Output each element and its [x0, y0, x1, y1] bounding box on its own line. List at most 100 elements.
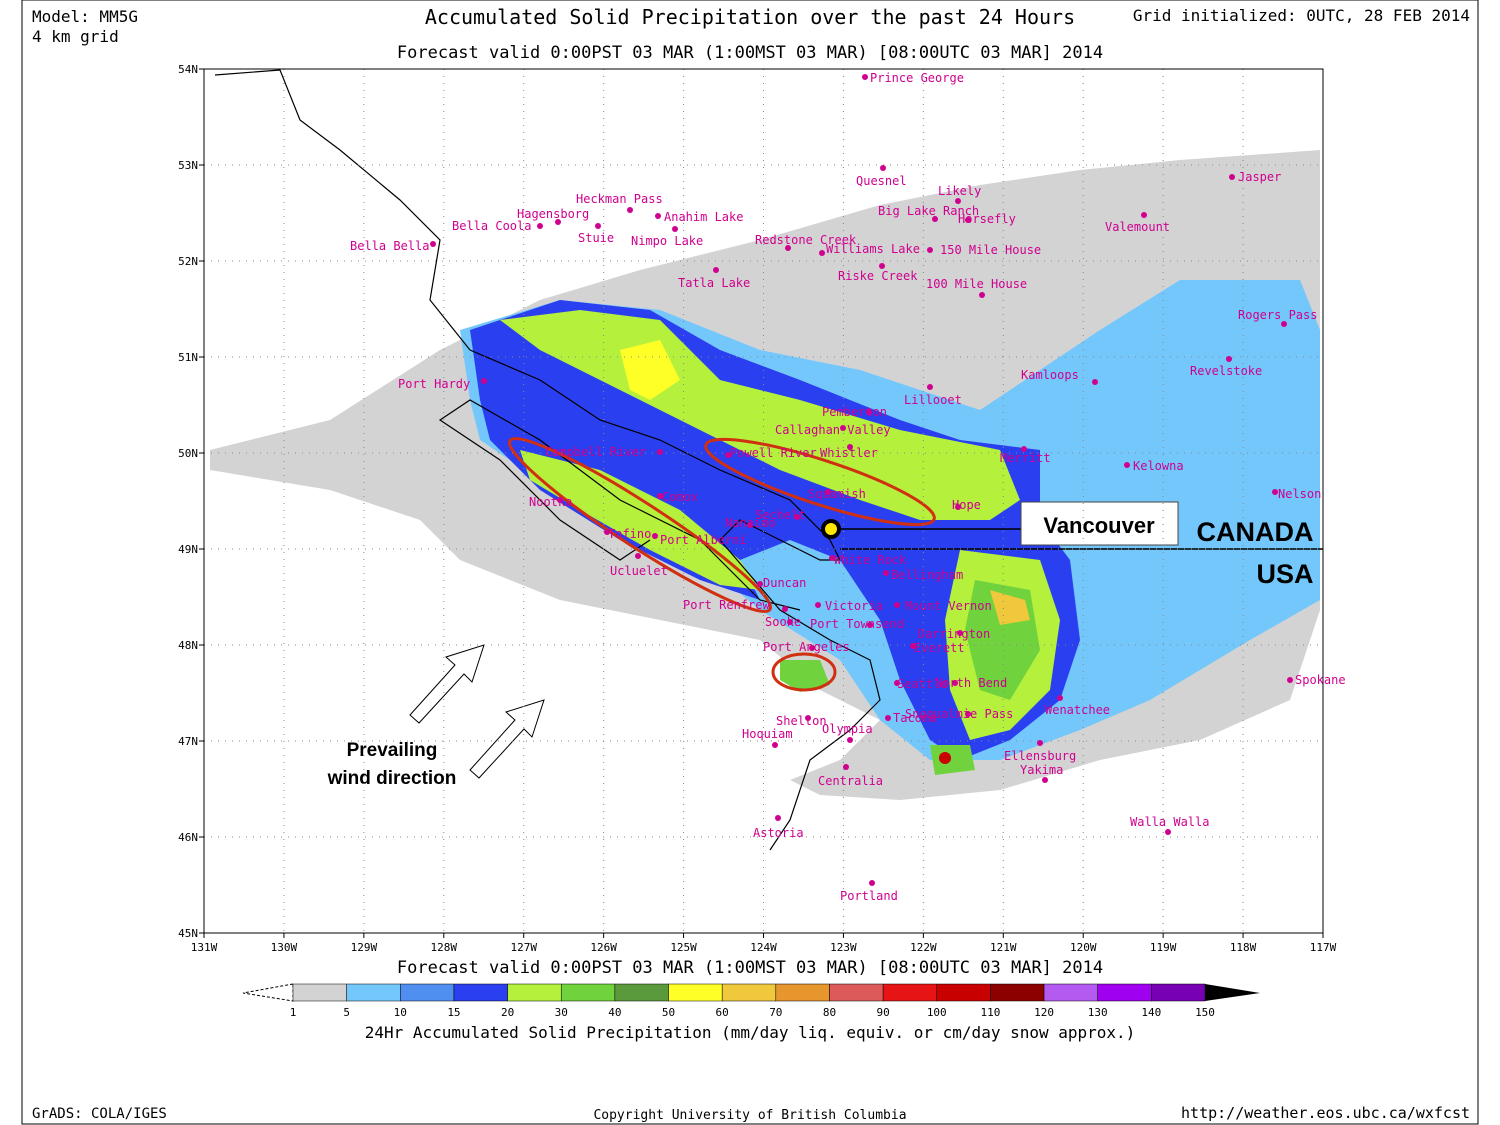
- lon-label: 118W: [1230, 941, 1257, 954]
- city-dot: [1042, 777, 1048, 783]
- highlight: [771, 652, 837, 692]
- map: Vancouver CANADA USA Prevailing wind dir…: [203, 68, 1346, 934]
- lon-label: 130W: [271, 941, 298, 954]
- city-label: Campbell River: [545, 445, 646, 459]
- city-label: Nanaimo: [725, 516, 776, 530]
- city-label: Tatla Lake: [678, 276, 750, 290]
- city-label: Rogers Pass: [1238, 308, 1317, 322]
- lat-label: 54N: [178, 63, 198, 76]
- colorbar-box: [1151, 983, 1206, 1002]
- colorbar-box: [936, 983, 991, 1002]
- lat-label: 52N: [178, 255, 198, 268]
- city-label: Hope: [952, 498, 981, 512]
- city-dot: [713, 267, 719, 273]
- city-label: Redstone Creek: [755, 233, 857, 247]
- colorbar-label: 40: [608, 1006, 621, 1019]
- city-dot: [555, 219, 561, 225]
- city-dot: [1226, 356, 1232, 362]
- colorbar-label: 10: [394, 1006, 407, 1019]
- city-label: Nelson: [1278, 487, 1321, 501]
- city-dot: [840, 425, 846, 431]
- city-label: Likely: [938, 184, 981, 198]
- colorbar-box: [775, 983, 830, 1002]
- city-label: Anahim Lake: [664, 210, 743, 224]
- city-dot: [965, 217, 971, 223]
- city-dot: [862, 74, 868, 80]
- model: Model: MM5G: [32, 7, 138, 26]
- city-dot: [635, 553, 641, 559]
- city-label: Horsefly: [958, 212, 1016, 226]
- lon-label: 120W: [1070, 941, 1097, 954]
- lon-label: 119W: [1150, 941, 1177, 954]
- city-dot: [885, 715, 891, 721]
- city-label: Hagensborg: [517, 207, 589, 221]
- colorbar-box: [614, 983, 669, 1002]
- colorbar-label: 150: [1195, 1006, 1215, 1019]
- city-label: Jasper: [1238, 170, 1281, 184]
- colorbar-label: 100: [927, 1006, 947, 1019]
- city-dot: [883, 570, 889, 576]
- city-dot: [604, 529, 610, 535]
- colorbar-box: [400, 983, 455, 1002]
- city-label: Squamish: [808, 487, 866, 501]
- city-dot: [785, 245, 791, 251]
- city-dot: [965, 711, 971, 717]
- colorbar-box: [829, 983, 884, 1002]
- city-label: Revelstoke: [1190, 364, 1262, 378]
- city-label: Sooke: [765, 615, 801, 629]
- city-dot: [1272, 489, 1278, 495]
- city-label: Port Renfrew: [683, 598, 770, 612]
- city-dot: [979, 292, 985, 298]
- colorbar-label: 1: [290, 1006, 297, 1019]
- city-dot: [1092, 379, 1098, 385]
- city-dot: [927, 384, 933, 390]
- city-dot: [1165, 829, 1171, 835]
- lat-label: 47N: [178, 735, 198, 748]
- city-label: Lillooet: [904, 393, 962, 407]
- lat-label: 48N: [178, 639, 198, 652]
- wind-label: Prevailing: [347, 740, 438, 761]
- city-label: 150 Mile House: [940, 243, 1041, 257]
- city-dot: [957, 630, 963, 636]
- lon-label: 125W: [670, 941, 697, 954]
- lon-label: 124W: [750, 941, 777, 954]
- colorbar-box: [507, 983, 562, 1002]
- title: Accumulated Solid Precipitation over the…: [425, 5, 1075, 29]
- precip-30c: [780, 660, 830, 692]
- city-dot: [1021, 446, 1027, 452]
- grid-size: 4 km grid: [32, 27, 119, 46]
- city-dot: [794, 514, 800, 520]
- city-dot: [557, 497, 563, 503]
- colorbar-label: 90: [876, 1006, 889, 1019]
- city-dot: [825, 489, 831, 495]
- city-dot: [932, 216, 938, 222]
- lon-label: 123W: [830, 941, 857, 954]
- city-dot: [775, 815, 781, 821]
- city-dot: [672, 226, 678, 232]
- lon-label: 128W: [431, 941, 458, 954]
- city-label: Heckman Pass: [576, 192, 663, 206]
- city-label: Shelton: [776, 714, 827, 728]
- city-label: Port Townsend: [810, 617, 904, 631]
- country-label: USA: [1256, 559, 1313, 589]
- colorbar-label: 120: [1034, 1006, 1054, 1019]
- city-dot: [927, 247, 933, 253]
- colorbar-box: [346, 983, 401, 1002]
- city-label: Kamloops: [1021, 368, 1079, 382]
- lon-label: 122W: [910, 941, 937, 954]
- city-label: North Bend: [935, 676, 1007, 690]
- precip-15: [470, 300, 1080, 760]
- vancouver-marker: [821, 519, 841, 539]
- city-dot: [879, 263, 885, 269]
- city-dot: [1124, 462, 1130, 468]
- city-dot: [787, 619, 793, 625]
- city-label: Whistler: [820, 446, 878, 460]
- city-label: Powell River: [730, 446, 817, 460]
- city-dot: [657, 493, 663, 499]
- city-dot: [829, 555, 835, 561]
- colorbar-label: 140: [1141, 1006, 1161, 1019]
- city-label: Tofino: [608, 527, 651, 541]
- city-dot: [809, 645, 815, 651]
- colorbar-box: [560, 983, 616, 1002]
